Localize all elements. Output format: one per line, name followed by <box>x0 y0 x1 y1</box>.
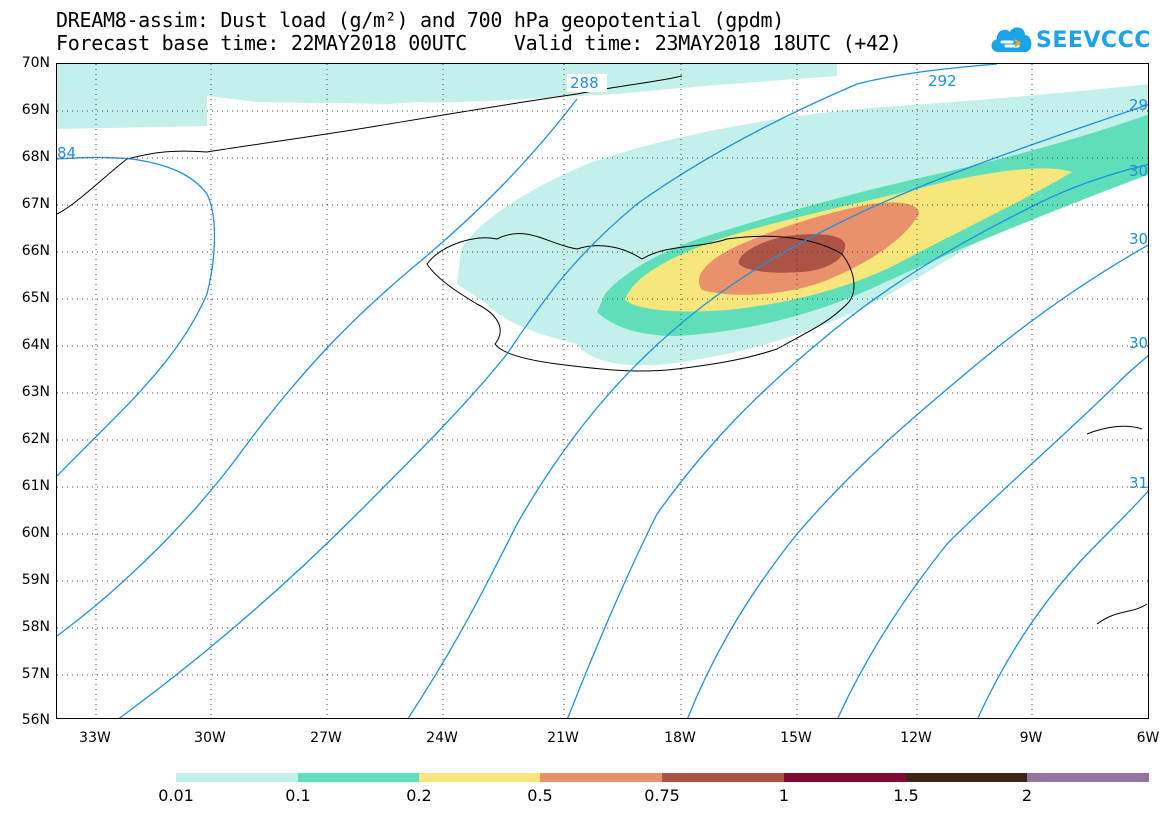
contour-label: 30 <box>1129 162 1148 180</box>
colorbar-label: 0.1 <box>285 786 311 805</box>
contour-label: 292 <box>928 72 957 90</box>
lat-label: 64N <box>21 337 50 353</box>
contour-label: 31 <box>1129 474 1148 492</box>
colorbar-label: 1 <box>778 786 790 805</box>
contour-label: 29 <box>1129 96 1148 114</box>
lat-label: 61N <box>21 478 50 494</box>
colorbar-box <box>662 773 784 782</box>
colorbar-label: 1.5 <box>893 786 919 805</box>
lat-label: 57N <box>21 666 50 682</box>
lat-label: 68N <box>21 149 50 165</box>
colorbar-box <box>298 773 419 782</box>
contour-label: 30 <box>1129 334 1148 352</box>
contour-label-group: 288 292 84 29 30 30 30 31 <box>57 72 1148 492</box>
colorbar-box <box>784 773 906 782</box>
dust-field <box>57 64 1148 366</box>
colorbar-box <box>540 773 662 782</box>
lat-label: 66N <box>21 243 50 259</box>
map-area: 288 292 84 29 30 30 30 31 <box>56 63 1149 719</box>
lat-label: 60N <box>21 525 50 541</box>
lat-label: 59N <box>21 572 50 588</box>
lat-label: 63N <box>21 384 50 400</box>
lat-label: 70N <box>21 55 50 71</box>
map-canvas: 288 292 84 29 30 30 30 31 <box>57 64 1148 718</box>
colorbar-label: 0.01 <box>158 786 194 805</box>
lat-label: 69N <box>21 102 50 118</box>
colorbar-box <box>906 773 1027 782</box>
seevccc-logo: SEEVCCC <box>988 22 1150 58</box>
colorbar-label: 0.2 <box>406 786 432 805</box>
contour-label: 30 <box>1129 230 1148 248</box>
lon-label: 33W <box>79 730 111 746</box>
colorbar-box <box>419 773 540 782</box>
lon-label: 18W <box>664 730 696 746</box>
lon-label: 30W <box>194 730 226 746</box>
lat-label: 62N <box>21 431 50 447</box>
lon-label: 27W <box>310 730 342 746</box>
lat-label: 56N <box>21 712 50 728</box>
contour-label: 288 <box>570 74 599 92</box>
colorbar-box <box>176 773 298 782</box>
lon-label: 21W <box>547 730 579 746</box>
lon-label: 24W <box>426 730 458 746</box>
colorbar-label: 0.5 <box>527 786 553 805</box>
contour-label: 84 <box>57 144 76 162</box>
lat-label: 65N <box>21 290 50 306</box>
lat-label: 67N <box>21 196 50 212</box>
lon-label: 12W <box>900 730 932 746</box>
dust-field-0.01 <box>57 64 837 129</box>
lat-label: 58N <box>21 619 50 635</box>
lon-label: 15W <box>780 730 812 746</box>
colorbar-label: 2 <box>1021 786 1033 805</box>
cloud-logo-icon <box>991 27 1032 52</box>
map-subtitle: Forecast base time: 22MAY2018 00UTC Vali… <box>56 31 902 55</box>
lon-label: 6W <box>1136 730 1160 746</box>
colorbar-box <box>1027 773 1149 782</box>
graticule <box>57 64 1148 718</box>
geopotential-contours <box>57 64 1148 718</box>
colorbar-label: 0.75 <box>644 786 680 805</box>
logo-text: SEEVCCC <box>1036 28 1151 53</box>
lon-label: 9W <box>1019 730 1043 746</box>
map-title: DREAM8-assim: Dust load (g/m²) and 700 h… <box>56 8 784 32</box>
